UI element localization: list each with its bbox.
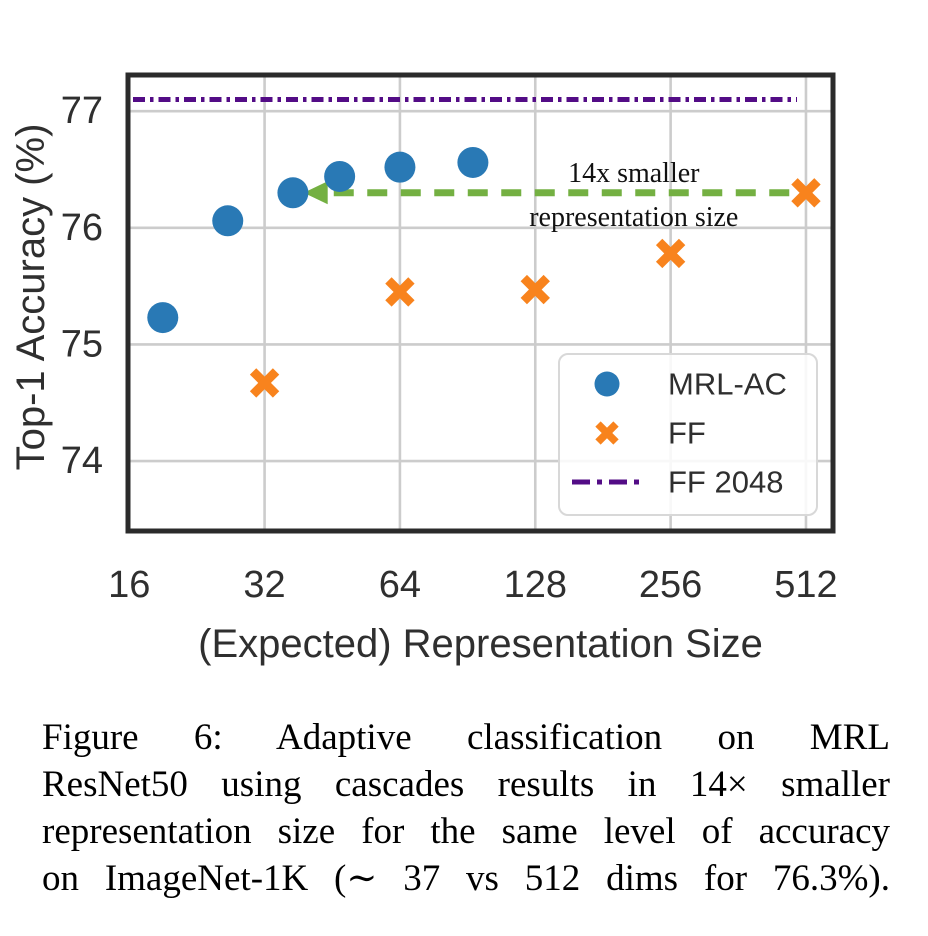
data-point-x <box>385 277 415 307</box>
data-point-circle <box>324 160 356 192</box>
legend-label: MRL-AC <box>668 367 787 402</box>
arrow-head-icon <box>303 181 328 205</box>
x-tick-label: 256 <box>639 564 702 606</box>
annotation-line-2: representation size <box>529 202 738 233</box>
data-point-x <box>520 274 550 305</box>
y-axis-title: Top-1 Accuracy (%) <box>9 124 53 471</box>
figure-caption: Figure 6: Adaptive classification on MRL… <box>42 714 890 902</box>
x-tick-label: 32 <box>243 564 285 606</box>
x-axis-title: (Expected) Representation Size <box>198 622 763 666</box>
data-point-circle <box>147 302 179 334</box>
caption-line-2: ResNet50 using cascades results in 14× s… <box>42 764 890 805</box>
y-tick-label: 74 <box>61 440 103 482</box>
mrl-ac-points <box>147 146 489 334</box>
legend-label: FF 2048 <box>668 465 783 500</box>
data-point-circle <box>212 205 244 237</box>
caption-line-4: on ImageNet-1K (∼ 37 vs 512 dims for 76.… <box>42 858 890 899</box>
data-point-x <box>249 368 280 398</box>
legend-label: FF <box>668 416 706 451</box>
legend-box <box>558 353 818 516</box>
accuracy-chart: 14x smaller representation size MRL-AC FF FF… <box>9 72 838 666</box>
x-tick-label: 512 <box>774 564 837 606</box>
data-point-circle <box>277 177 309 209</box>
data-point-x <box>791 178 821 208</box>
y-tick-label: 75 <box>61 323 103 365</box>
data-point-circle <box>384 151 416 183</box>
legend-circle-icon <box>594 371 620 397</box>
ff-points <box>249 178 821 398</box>
x-tick-label: 128 <box>504 564 567 606</box>
caption-line-1: Figure 6: Adaptive classification on MRL <box>42 717 890 758</box>
y-tick-label: 76 <box>61 207 103 249</box>
data-point-x <box>655 238 686 269</box>
y-tick-label: 77 <box>61 90 103 132</box>
plot-border <box>125 72 836 534</box>
legend-x-icon <box>595 421 619 445</box>
caption-line-3: representation size for the same level o… <box>42 811 890 852</box>
x-tick-label: 64 <box>379 564 421 606</box>
annotation-line-1: 14x smaller <box>568 158 700 189</box>
x-tick-label: 16 <box>108 564 150 606</box>
legend: MRL-AC FF FF 2048 <box>558 353 818 516</box>
data-point-circle <box>457 146 489 178</box>
